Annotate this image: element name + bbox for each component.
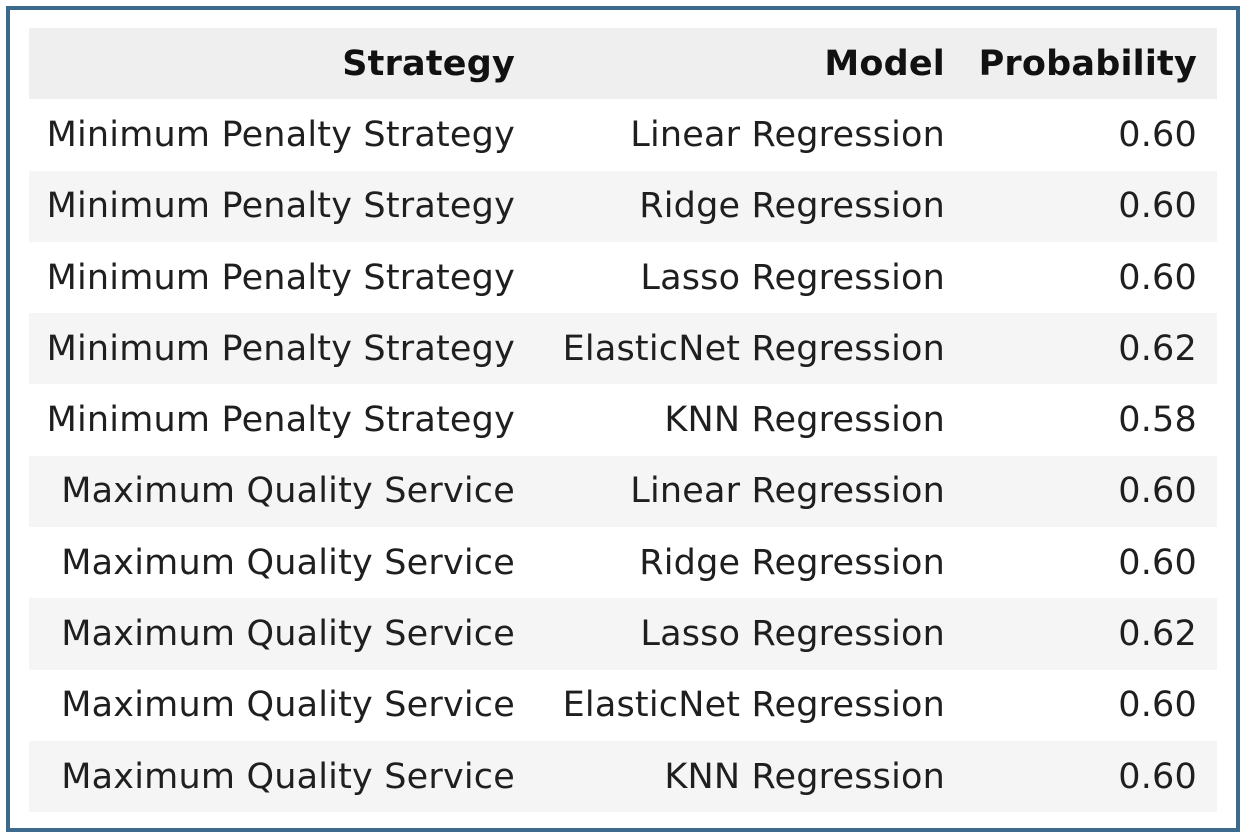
strategy-cell: Maximum Quality Service [29,598,515,670]
strategy-cell: Maximum Quality Service [29,455,515,528]
probability-cell: 0.60 [945,99,1217,171]
model-cell: Lasso Regression [515,598,945,670]
table-row: Minimum Penalty Strategy KNN Regression … [29,384,1217,456]
results-table: Strategy Model Probability Minimum Penal… [29,28,1217,813]
table-row: Minimum Penalty Strategy ElasticNet Regr… [29,313,1217,385]
table-row: Minimum Penalty Strategy Linear Regressi… [29,99,1217,171]
strategy-cell: Minimum Penalty Strategy [29,384,515,456]
strategy-cell: Minimum Penalty Strategy [29,99,515,171]
column-header-probability: Probability [945,28,1217,100]
probability-cell: 0.58 [945,384,1217,456]
strategy-cell: Maximum Quality Service [29,740,515,813]
table-row: Minimum Penalty Strategy Ridge Regressio… [29,170,1217,242]
probability-cell: 0.62 [945,598,1217,670]
model-cell: KNN Regression [515,740,945,813]
strategy-cell: Minimum Penalty Strategy [29,313,515,385]
probability-cell: 0.60 [945,455,1217,528]
model-cell: Linear Regression [515,455,945,528]
probability-cell: 0.62 [945,313,1217,385]
table-row: Maximum Quality Service Lasso Regression… [29,598,1217,670]
model-cell: Linear Regression [515,99,945,171]
probability-cell: 0.60 [945,669,1217,741]
probability-cell: 0.60 [945,241,1217,314]
model-cell: KNN Regression [515,384,945,456]
table-header-row: Strategy Model Probability [29,28,1217,100]
strategy-cell: Minimum Penalty Strategy [29,170,515,242]
table-row: Maximum Quality Service Ridge Regression… [29,527,1217,599]
strategy-cell: Minimum Penalty Strategy [29,241,515,314]
probability-cell: 0.60 [945,170,1217,242]
model-cell: Ridge Regression [515,527,945,599]
table-row: Maximum Quality Service ElasticNet Regre… [29,669,1217,741]
table-row: Minimum Penalty Strategy Lasso Regressio… [29,241,1217,314]
strategy-cell: Maximum Quality Service [29,669,515,741]
model-cell: ElasticNet Regression [515,669,945,741]
table-frame: Strategy Model Probability Minimum Penal… [6,6,1240,832]
model-cell: Lasso Regression [515,241,945,314]
strategy-cell: Maximum Quality Service [29,527,515,599]
model-cell: Ridge Regression [515,170,945,242]
probability-cell: 0.60 [945,740,1217,813]
column-header-strategy: Strategy [29,28,515,100]
table-row: Maximum Quality Service KNN Regression 0… [29,740,1217,813]
column-header-model: Model [515,28,945,100]
probability-cell: 0.60 [945,527,1217,599]
table-row: Maximum Quality Service Linear Regressio… [29,455,1217,528]
model-cell: ElasticNet Regression [515,313,945,385]
